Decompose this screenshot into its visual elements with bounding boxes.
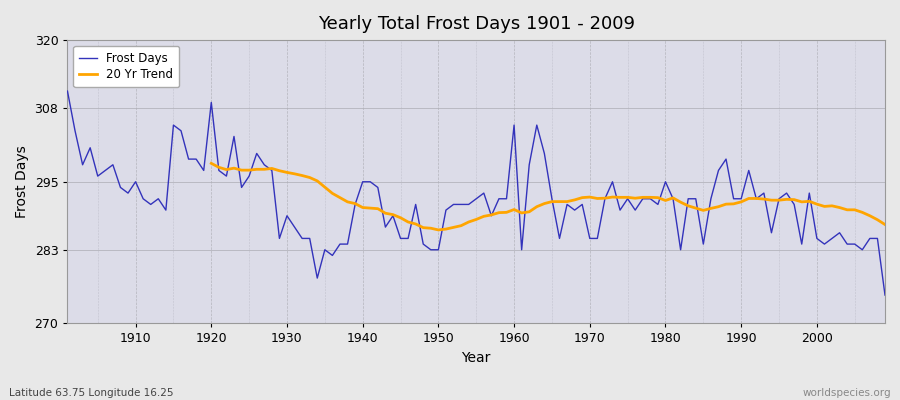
Legend: Frost Days, 20 Yr Trend: Frost Days, 20 Yr Trend — [74, 46, 179, 87]
20 Yr Trend — [788, 197, 799, 202]
Frost Days — [879, 293, 890, 298]
20 Yr Trend — [433, 228, 444, 232]
Line: Frost Days: Frost Days — [68, 91, 885, 295]
20 Yr Trend — [683, 204, 694, 208]
20 Yr Trend — [774, 198, 785, 202]
20 Yr Trend — [410, 222, 421, 226]
Frost Days — [62, 89, 73, 94]
X-axis label: Year: Year — [462, 351, 490, 365]
Frost Days — [501, 196, 512, 201]
Title: Yearly Total Frost Days 1901 - 2009: Yearly Total Frost Days 1901 - 2009 — [318, 15, 634, 33]
Text: worldspecies.org: worldspecies.org — [803, 388, 891, 398]
20 Yr Trend — [206, 161, 217, 166]
Y-axis label: Frost Days: Frost Days — [15, 145, 29, 218]
Text: Latitude 63.75 Longitude 16.25: Latitude 63.75 Longitude 16.25 — [9, 388, 174, 398]
Frost Days — [122, 191, 133, 196]
Frost Days — [335, 242, 346, 246]
20 Yr Trend — [879, 222, 890, 227]
Frost Days — [508, 123, 519, 128]
20 Yr Trend — [297, 173, 308, 178]
Frost Days — [289, 225, 300, 230]
Line: 20 Yr Trend: 20 Yr Trend — [212, 163, 885, 230]
20 Yr Trend — [857, 210, 868, 215]
Frost Days — [599, 196, 610, 201]
